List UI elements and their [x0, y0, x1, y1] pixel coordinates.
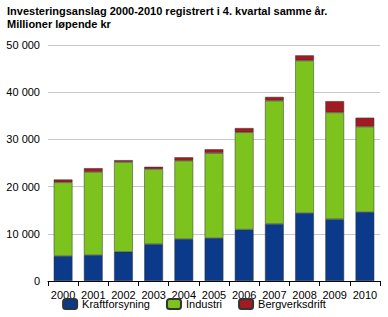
svg-text:50 000: 50 000 [6, 39, 40, 51]
svg-text:2002: 2002 [111, 288, 136, 301]
svg-text:30 000: 30 000 [6, 133, 40, 145]
svg-text:Kraftforsyning: Kraftforsyning [82, 298, 150, 310]
svg-text:2000: 2000 [50, 288, 76, 301]
svg-text:Investeringsanslag 2000-2010 r: Investeringsanslag 2000-2010 registrert … [7, 5, 327, 17]
svg-text:2010: 2010 [353, 289, 377, 301]
svg-text:40 000: 40 000 [6, 86, 40, 98]
svg-text:Industri: Industri [186, 298, 222, 310]
svg-text:2008: 2008 [292, 288, 317, 301]
html-text:2004 2005 2006: 2004 2005 2006 [171, 288, 257, 301]
svg-text:2007: 2007 [262, 288, 287, 301]
svg-text:2001: 2001 [81, 288, 106, 301]
svg-text:10 000: 10 000 [6, 228, 40, 240]
svg-text:Millioner løpende kr: Millioner løpende kr [7, 18, 112, 30]
svg-text:Bergverksdrift: Bergverksdrift [258, 298, 326, 310]
svg-text:0: 0 [34, 275, 40, 287]
svg-text:2009: 2009 [322, 289, 346, 301]
svg-text:20 000: 20 000 [6, 181, 40, 193]
svg-text:2003: 2003 [141, 288, 166, 301]
